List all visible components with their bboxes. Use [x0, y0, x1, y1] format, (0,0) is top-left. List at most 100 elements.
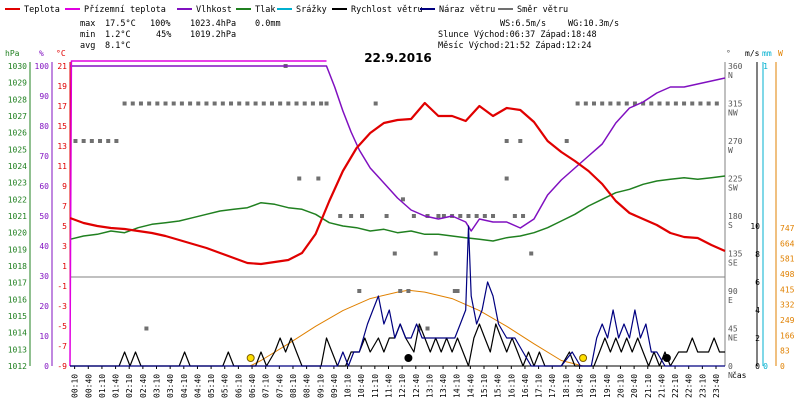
wind-direction-point [466, 214, 471, 218]
axis-hpa-tick: 1024 [8, 162, 27, 171]
axis-ms-tick: 2 [755, 334, 760, 343]
pressure-line [69, 175, 726, 242]
moonrise-marker [662, 354, 671, 362]
stats-block: max 17.5°C 100% 1023.4hPa 0.0mm min 1.2°… [80, 19, 281, 51]
axis-dir-tick: 360 [728, 62, 743, 71]
stats-max-humidity: 100% [150, 19, 170, 29]
axis-dir-compass-label: E [728, 296, 733, 305]
stats-max-label: max [80, 19, 95, 29]
time-tick-label: 21:10 [644, 374, 653, 398]
wind-direction-point [319, 101, 324, 106]
axis-hpa-tick: 1020 [8, 229, 27, 238]
axis-temp-tick: -7 [57, 342, 67, 351]
wind-direction-point [253, 101, 258, 106]
axis-unit-mm: mm [762, 49, 772, 58]
time-tick-label: 08:40 [303, 374, 312, 398]
axis-temp-tick: 3 [62, 242, 67, 251]
wind-gust-series [70, 225, 725, 367]
axis-wm2-tick: 415 [780, 285, 795, 294]
wind-direction-point [504, 139, 509, 143]
axis-ms-tick: 10 [750, 222, 760, 231]
time-tick-label: 06:10 [234, 374, 243, 398]
wind-direction-point [398, 289, 403, 293]
time-tick-label: 22:40 [685, 374, 694, 398]
time-tick-label: 04:10 [180, 374, 189, 398]
axis-pct-tick: 70 [39, 152, 49, 161]
axis-wm2-tick: 581 [780, 255, 795, 264]
wind-direction-point [706, 101, 711, 106]
axis-temp-tick: 1 [62, 262, 67, 271]
wind-direction-point [237, 101, 242, 106]
wind-direction-point [436, 214, 441, 218]
sunset-marker [579, 354, 588, 362]
wind-direction-point [324, 101, 329, 106]
axis-hpa-tick: 1017 [8, 279, 27, 288]
wind-direction-point [417, 326, 422, 331]
axis-hpa-tick: 1018 [8, 262, 27, 271]
axis-dir-tick: 90 [728, 287, 738, 296]
time-tick-label: 03:40 [166, 374, 175, 398]
wind-direction-point [592, 101, 596, 106]
axis-dir-compass-label: N [728, 371, 733, 380]
legend-label-teplota: Teplota [24, 5, 60, 15]
wind-direction-point [196, 101, 201, 106]
axis-hpa-tick: 1014 [8, 329, 27, 338]
wind-direction-point [600, 101, 605, 106]
axis-pct-tick: 10 [39, 332, 49, 341]
axis-dir-compass-label: N [728, 71, 733, 80]
axis-hpa-tick: 1027 [8, 112, 27, 121]
time-tick-label: 05:40 [221, 374, 230, 398]
time-tick-label: 20:10 [616, 374, 625, 398]
wind-direction-point [632, 101, 637, 106]
wind-direction-point [529, 251, 534, 256]
axis-temp-tick: 15 [57, 122, 67, 131]
legend-label-rychlost-vetru: Rychlost větru [351, 5, 423, 15]
axis-wm2-tick: 249 [780, 316, 795, 325]
wind-direction-point [521, 214, 526, 218]
time-tick-label: 12:40 [412, 374, 421, 398]
time-tick-label: 22:10 [671, 374, 680, 398]
axis-wm2-tick: 166 [780, 331, 795, 340]
wind-direction-point [269, 101, 274, 106]
pressure-series [69, 175, 726, 242]
wind-direction-point [286, 101, 291, 106]
wind-direction-point [302, 101, 307, 106]
time-tick-label: 11:40 [384, 374, 393, 398]
axis-wm2-tick: 664 [780, 239, 795, 248]
axis-hpa-tick: 1016 [8, 295, 27, 304]
axis-temp-tick: 21 [57, 62, 67, 71]
axis-dir-tick: 225 [728, 175, 743, 184]
axis-dir-tick: 180 [728, 212, 743, 221]
wind-direction-point [583, 101, 588, 106]
axis-hpa-tick: 1012 [8, 362, 27, 371]
axis-pct-tick: 90 [39, 92, 49, 101]
time-tick-label: 06:40 [248, 374, 257, 398]
info-moon: Měsíc Východ:21:52 Západ:12:24 [438, 41, 592, 51]
temperature-series [69, 101, 726, 266]
wind-direction-point [357, 289, 362, 293]
axis-hpa-tick: 1013 [8, 345, 27, 354]
stats-min-humidity: 45% [156, 30, 171, 40]
wind-direction-point [278, 101, 283, 106]
time-tick-label: 23:40 [712, 374, 721, 398]
time-tick-label: 04:40 [193, 374, 202, 398]
stats-avg-temp: 8.1°C [105, 41, 131, 51]
time-tick-label: 11:10 [371, 374, 380, 398]
axis-dir-compass-label: SE [728, 259, 738, 268]
axis-pct-tick: 30 [39, 272, 49, 281]
wind-direction-point [425, 326, 430, 331]
axis-hpa-tick: 1023 [8, 179, 27, 188]
wind-direction-point [482, 214, 487, 218]
wind-direction-point [338, 214, 343, 218]
legend-label-naraz-vetru: Náraz větru [439, 5, 495, 15]
axis-dir-tick: 270 [728, 137, 743, 146]
time-tick-label: 17:10 [535, 374, 544, 398]
axis-dir-tick: 315 [728, 100, 743, 109]
wind-direction-point [73, 139, 78, 143]
axis-hpa-tick: 1029 [8, 79, 27, 88]
wind-direction-point [458, 214, 463, 218]
wind-direction-point [147, 101, 152, 106]
axis-hpa-tick: 1025 [8, 145, 27, 154]
wind-direction-point [212, 101, 217, 106]
